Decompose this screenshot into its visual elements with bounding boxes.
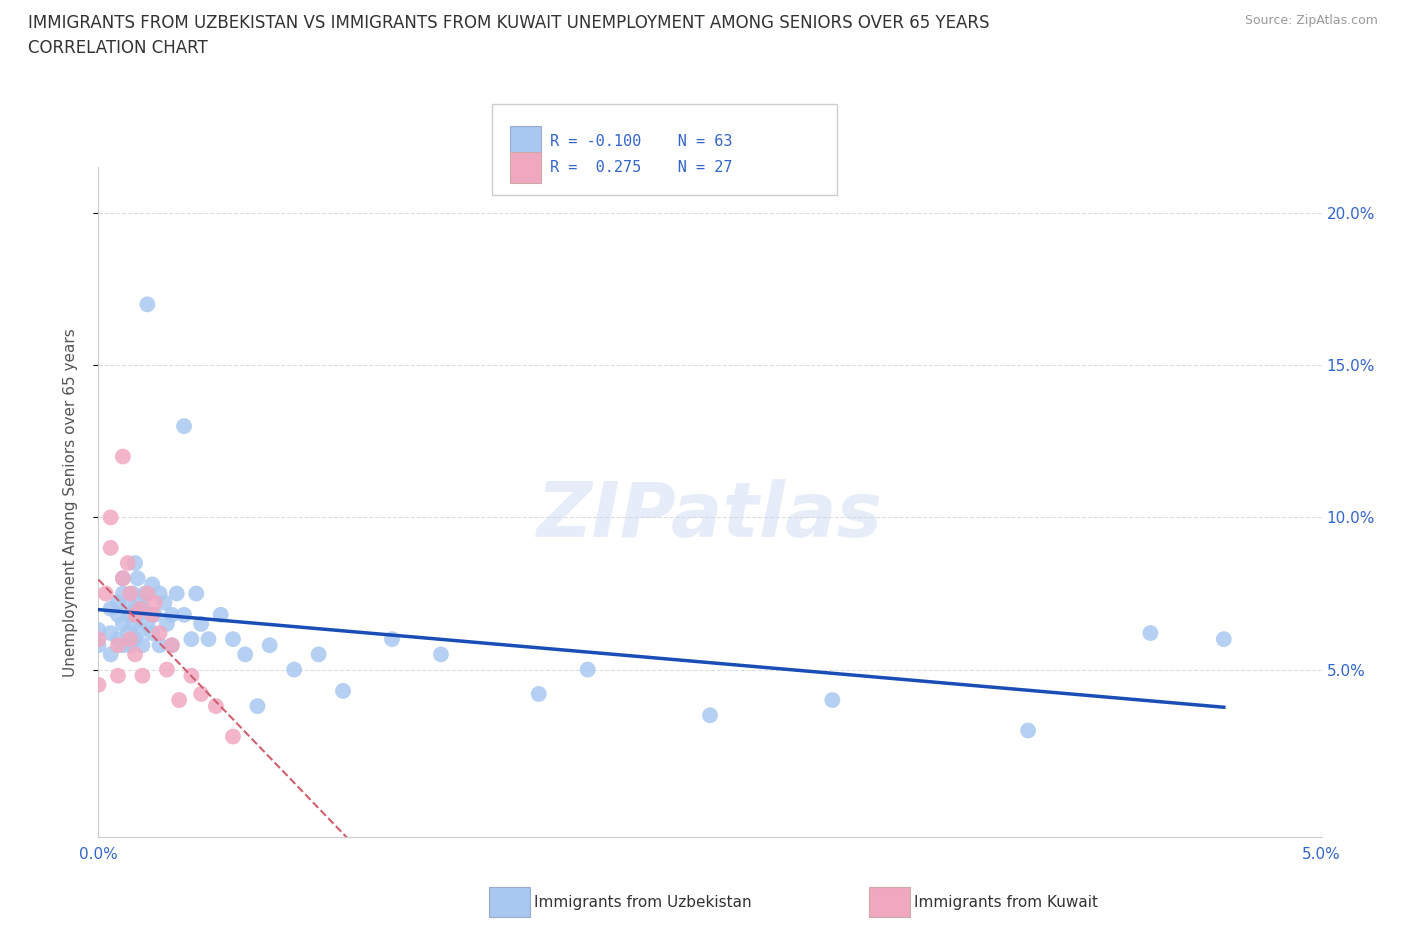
Point	[131, 638, 153, 653]
Point	[308, 647, 330, 662]
Point	[111, 571, 134, 586]
Point	[173, 418, 195, 433]
Point	[259, 638, 281, 653]
Point	[143, 607, 166, 622]
Point	[153, 595, 176, 610]
Point	[166, 586, 188, 601]
Point	[107, 595, 129, 610]
Point	[1139, 626, 1161, 641]
Point	[111, 586, 134, 601]
Point	[699, 708, 721, 723]
Point	[87, 622, 110, 637]
Text: R = -0.100    N = 63: R = -0.100 N = 63	[550, 134, 733, 149]
Point	[129, 595, 152, 610]
Point	[430, 647, 453, 662]
Point	[246, 698, 269, 713]
Text: Source: ZipAtlas.com: Source: ZipAtlas.com	[1244, 14, 1378, 27]
Point	[197, 631, 219, 646]
Point	[121, 586, 143, 601]
Point	[136, 617, 159, 631]
Point	[332, 684, 354, 698]
Point	[527, 686, 550, 701]
Point	[233, 647, 256, 662]
Point	[143, 595, 166, 610]
Point	[205, 698, 228, 713]
Point	[127, 607, 149, 622]
Point	[209, 607, 232, 622]
Point	[120, 586, 142, 601]
Point	[141, 607, 163, 622]
Point	[1017, 723, 1039, 737]
Point	[121, 617, 143, 631]
Point	[190, 617, 212, 631]
Point	[149, 586, 172, 601]
Point	[107, 607, 129, 622]
Point	[134, 586, 156, 601]
Point	[180, 669, 202, 684]
Point	[100, 647, 122, 662]
Point	[131, 602, 153, 617]
Point	[222, 729, 245, 744]
Text: Immigrants from Uzbekistan: Immigrants from Uzbekistan	[534, 895, 752, 910]
Point	[120, 631, 142, 646]
Point	[129, 622, 152, 637]
Point	[141, 626, 163, 641]
Text: IMMIGRANTS FROM UZBEKISTAN VS IMMIGRANTS FROM KUWAIT UNEMPLOYMENT AMONG SENIORS : IMMIGRANTS FROM UZBEKISTAN VS IMMIGRANTS…	[28, 14, 990, 32]
Point	[87, 638, 110, 653]
Point	[100, 510, 122, 525]
Point	[160, 607, 183, 622]
Point	[124, 647, 146, 662]
Text: R =  0.275    N = 27: R = 0.275 N = 27	[550, 160, 733, 175]
Point	[117, 555, 139, 570]
Point	[821, 693, 844, 708]
Point	[136, 297, 159, 312]
Point	[186, 586, 208, 601]
Point	[107, 669, 129, 684]
Point	[124, 555, 146, 570]
Point	[124, 607, 146, 622]
Point	[100, 626, 122, 641]
Point	[120, 638, 142, 653]
Point	[111, 571, 134, 586]
Point	[576, 662, 599, 677]
Point	[381, 631, 404, 646]
Point	[124, 631, 146, 646]
Text: ZIPatlas: ZIPatlas	[537, 479, 883, 552]
Point	[131, 669, 153, 684]
Point	[1212, 631, 1234, 646]
Point	[111, 617, 134, 631]
Point	[124, 602, 146, 617]
Point	[117, 595, 139, 610]
Point	[87, 631, 110, 646]
Point	[160, 638, 183, 653]
Point	[127, 571, 149, 586]
Point	[111, 638, 134, 653]
Point	[136, 586, 159, 601]
Point	[120, 607, 142, 622]
Y-axis label: Unemployment Among Seniors over 65 years: Unemployment Among Seniors over 65 years	[63, 328, 77, 677]
Point	[129, 602, 152, 617]
Point	[222, 631, 245, 646]
Point	[107, 631, 129, 646]
Point	[111, 449, 134, 464]
Point	[180, 631, 202, 646]
Point	[141, 577, 163, 591]
Point	[117, 626, 139, 641]
Point	[94, 586, 117, 601]
Point	[160, 638, 183, 653]
Point	[173, 607, 195, 622]
Text: Immigrants from Kuwait: Immigrants from Kuwait	[914, 895, 1098, 910]
Text: CORRELATION CHART: CORRELATION CHART	[28, 39, 208, 57]
Point	[167, 693, 190, 708]
Point	[87, 677, 110, 692]
Point	[156, 662, 179, 677]
Point	[107, 638, 129, 653]
Point	[149, 626, 172, 641]
Point	[100, 602, 122, 617]
Point	[156, 617, 179, 631]
Point	[283, 662, 305, 677]
Point	[100, 540, 122, 555]
Point	[190, 686, 212, 701]
Point	[149, 638, 172, 653]
